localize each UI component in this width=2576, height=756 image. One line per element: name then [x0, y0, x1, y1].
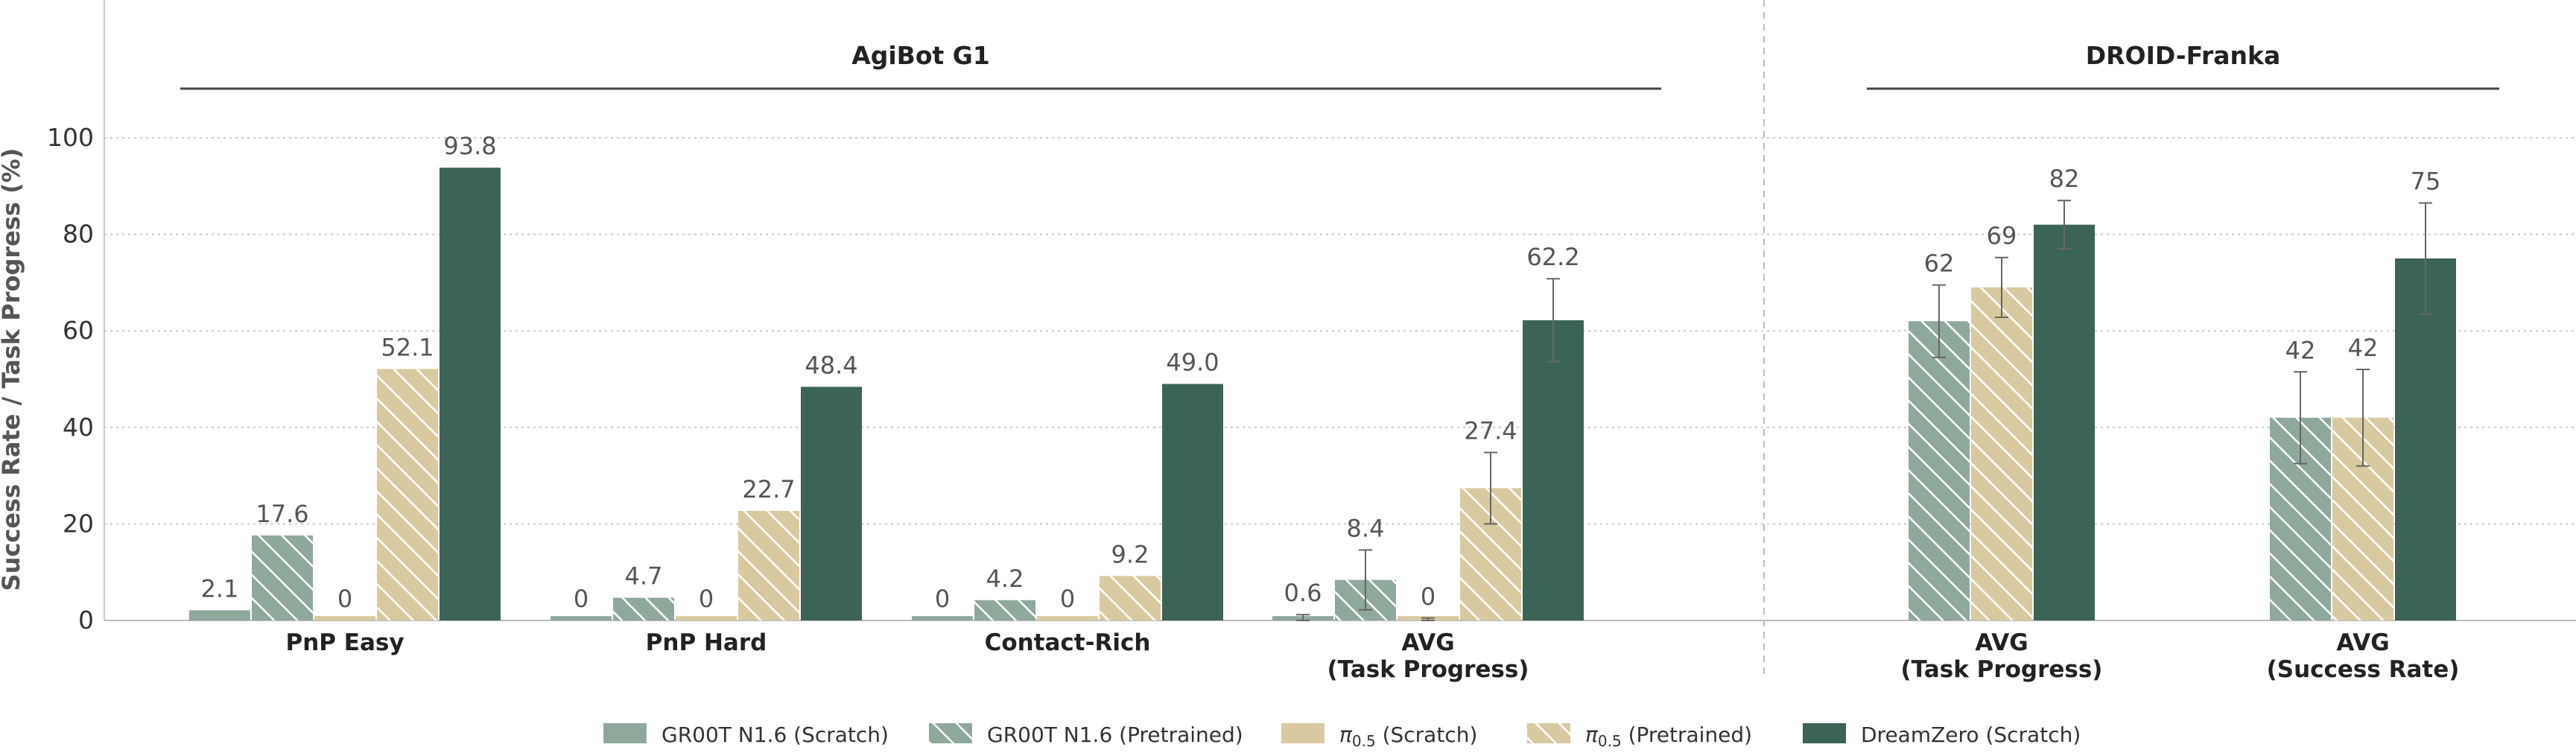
y-axis-label: Success Rate / Task Progress (%) — [0, 148, 25, 591]
x-tick-label: (Success Rate) — [2267, 656, 2460, 683]
x-tick-label: AVG — [2336, 629, 2389, 656]
bar — [974, 600, 1035, 620]
data-label: 42 — [2285, 336, 2316, 364]
data-label: 0 — [337, 585, 352, 613]
bar — [1100, 576, 1161, 620]
data-label: 0.6 — [1284, 579, 1322, 607]
legend-swatch — [929, 723, 972, 743]
y-tick-label: 100 — [47, 123, 94, 152]
bar — [2395, 258, 2456, 620]
legend-swatch — [603, 723, 647, 743]
group-title: DROID-Franka — [2086, 41, 2281, 70]
bar — [1971, 287, 2032, 620]
bars — [189, 168, 2456, 621]
labels: PnP Easy PnP Hard Contact-Rich AVG(Task Pro… — [201, 132, 2460, 683]
legend-label: GR00T N1.6 (Scratch) — [662, 722, 889, 747]
data-label: 27.4 — [1464, 416, 1517, 445]
bar — [801, 387, 862, 620]
data-label: 48.4 — [805, 351, 857, 379]
bar — [252, 535, 313, 620]
bar — [912, 616, 973, 620]
x-tick-label: (Task Progress) — [1327, 656, 1529, 683]
data-label: 4.7 — [625, 562, 663, 591]
bar — [613, 597, 674, 620]
x-tick-label: PnP Easy — [285, 629, 404, 656]
bar — [551, 616, 612, 620]
legend-swatch — [1803, 723, 1846, 743]
data-label: 17.6 — [256, 500, 308, 528]
data-label: 4.2 — [986, 565, 1024, 593]
bar — [1909, 321, 1970, 620]
y-tick-label: 0 — [78, 606, 94, 635]
bar — [1037, 616, 1098, 620]
bar — [314, 616, 375, 620]
bar — [1523, 320, 1584, 620]
x-tick-label: PnP Hard — [646, 629, 767, 656]
bar — [189, 610, 250, 620]
y-tick-label: 20 — [63, 509, 94, 538]
data-label: 69 — [1987, 222, 2017, 250]
data-label: 22.7 — [742, 475, 795, 504]
y-tick-label: 80 — [63, 220, 94, 249]
x-tick-label: Contact-Rich — [985, 629, 1151, 656]
data-label: 0 — [935, 585, 950, 613]
legend-label: π0.5 (Pretrained) — [1585, 722, 1752, 750]
data-label: 62 — [1924, 250, 1955, 278]
x-tick-label: AVG — [1975, 629, 2028, 656]
bar — [1162, 384, 1223, 620]
legend-swatch — [1281, 723, 1325, 743]
data-label: 2.1 — [201, 574, 239, 603]
bar — [676, 616, 737, 620]
group-title: AgiBot G1 — [851, 41, 990, 70]
data-label: 0 — [699, 585, 714, 613]
y-tick-label: 40 — [63, 413, 94, 442]
y-tick-label: 60 — [63, 316, 94, 345]
bar — [738, 510, 799, 620]
legend: GR00T N1.6 (Scratch) GR00T N1.6 (Pretrain… — [603, 722, 2081, 750]
data-label: 62.2 — [1526, 243, 1579, 271]
legend-label: GR00T N1.6 (Pretrained) — [987, 722, 1243, 747]
x-tick-label: AVG — [1401, 629, 1454, 656]
data-label: 82 — [2049, 165, 2080, 193]
legend-label: DreamZero (Scratch) — [1861, 722, 2081, 747]
data-label: 0 — [1060, 585, 1075, 613]
data-label: 75 — [2411, 167, 2441, 195]
data-label: 0 — [1421, 582, 1435, 611]
bar — [440, 168, 501, 620]
x-tick-label: (Task Progress) — [1901, 656, 2103, 683]
bar — [2034, 224, 2095, 620]
data-label: 8.4 — [1347, 514, 1385, 542]
axes: 0 20 40 60 80 100 Success Rate / Task Progress… — [0, 0, 2576, 674]
bar — [377, 369, 438, 620]
data-label: 52.1 — [381, 333, 434, 361]
legend-label: π0.5 (Scratch) — [1339, 722, 1477, 750]
data-label: 42 — [2348, 334, 2379, 362]
data-label: 0 — [574, 585, 589, 613]
data-label: 93.8 — [443, 132, 496, 160]
data-label: 9.2 — [1111, 540, 1149, 568]
legend-swatch — [1527, 723, 1570, 743]
data-label: 49.0 — [1166, 348, 1219, 376]
gridlines — [104, 137, 2576, 525]
